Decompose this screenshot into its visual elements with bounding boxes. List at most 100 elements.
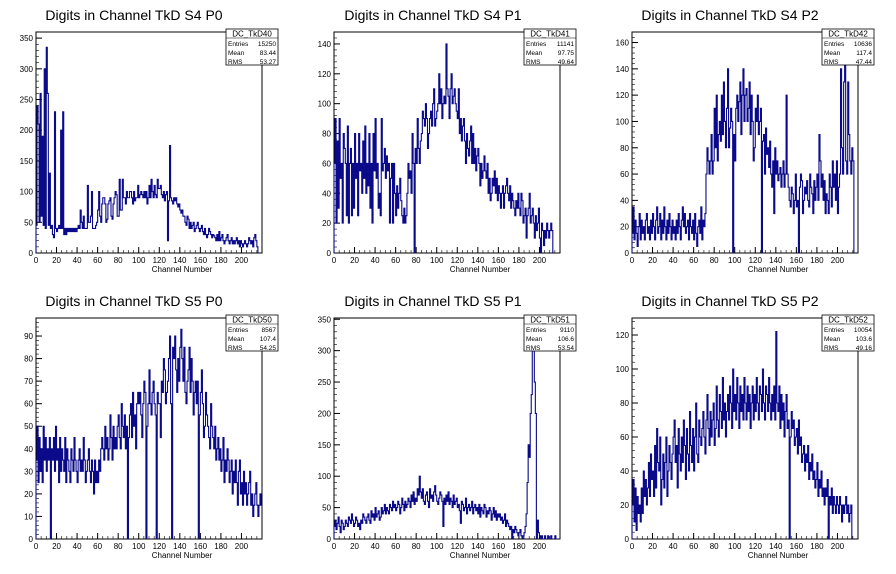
- chart-title: Digits in Channel TkD S4 P1: [344, 7, 521, 23]
- stats-box-frame: [523, 28, 577, 66]
- x-tick-label: 20: [350, 542, 359, 551]
- x-axis-label: Channel Number: [152, 551, 213, 560]
- y-tick-label: 160: [616, 39, 630, 48]
- stats-box-frame: [225, 314, 279, 352]
- y-tick-label: 200: [318, 409, 332, 418]
- histogram-series: [36, 46, 259, 253]
- y-tick-label: 20: [620, 501, 629, 510]
- stats-box: DC_TkD42 Entries 10636 Mean 117.4 RMS 47.44: [821, 28, 875, 66]
- y-tick-label: 30: [24, 467, 33, 476]
- x-tick-label: 60: [391, 256, 400, 265]
- x-tick-label: 160: [790, 542, 804, 551]
- stats-label: RMS: [526, 345, 541, 352]
- stats-box-frame: [523, 314, 577, 352]
- histogram-pad: Digits in Channel TkD S4 P1 0 20 40 60 80 100 1…: [318, 7, 577, 274]
- stats-label: Entries: [824, 41, 845, 48]
- y-tick-label: 60: [620, 433, 629, 442]
- stats-box: DC_TkD51 Entries 9110 Mean 106.6 RMS 53.54: [523, 314, 577, 352]
- x-tick-label: 120: [451, 256, 465, 265]
- x-tick-label: 0: [34, 542, 39, 551]
- y-tick-label: 50: [24, 218, 33, 227]
- x-tick-label: 120: [451, 542, 465, 551]
- stats-label: Entries: [228, 327, 249, 334]
- stats-name: DC_TkD41: [530, 30, 570, 39]
- x-tick-label: 60: [689, 256, 698, 265]
- x-tick-label: 160: [194, 256, 208, 265]
- x-tick-label: 80: [114, 256, 123, 265]
- x-tick-label: 120: [749, 256, 763, 265]
- x-tick-label: 180: [810, 542, 824, 551]
- x-tick-label: 200: [533, 542, 547, 551]
- y-tick-label: 140: [616, 65, 630, 74]
- y-tick-label: 0: [625, 249, 630, 258]
- stats-box-frame: [225, 28, 279, 66]
- y-tick-label: 250: [20, 96, 34, 105]
- histogram-series: [334, 43, 554, 253]
- histogram-series: [632, 55, 855, 253]
- x-tick-label: 40: [73, 542, 82, 551]
- stats-label: RMS: [824, 59, 839, 66]
- x-tick-label: 200: [235, 256, 249, 265]
- x-tick-label: 120: [749, 542, 763, 551]
- x-tick-label: 80: [710, 256, 719, 265]
- stats-name: DC_TkD40: [232, 30, 272, 39]
- x-tick-label: 100: [430, 542, 444, 551]
- chart-title: Digits in Channel TkD S5 P2: [641, 293, 818, 309]
- x-tick-label: 60: [93, 542, 102, 551]
- x-tick-label: 60: [689, 542, 698, 551]
- y-tick-label: 20: [620, 223, 629, 232]
- stats-value: 47.44: [856, 59, 873, 66]
- x-tick-label: 20: [52, 256, 61, 265]
- x-tick-label: 180: [214, 256, 228, 265]
- stats-value: 117.4: [856, 50, 872, 57]
- stats-value: 107.4: [260, 336, 277, 343]
- stats-value: 49.16: [856, 345, 873, 352]
- y-tick-label: 60: [322, 159, 331, 168]
- stats-box-frame: [821, 28, 875, 66]
- x-tick-label: 100: [728, 256, 742, 265]
- y-tick-label: 50: [322, 504, 331, 513]
- x-tick-label: 0: [34, 256, 39, 265]
- histogram-pad: Digits in Channel TkD S4 P2 0 20 40 60 80 100 1…: [616, 7, 875, 274]
- x-tick-label: 120: [153, 542, 167, 551]
- y-tick-label: 40: [24, 445, 33, 454]
- y-tick-label: 100: [20, 188, 34, 197]
- y-tick-label: 150: [318, 441, 332, 450]
- x-tick-label: 140: [173, 256, 187, 265]
- x-tick-label: 160: [492, 542, 506, 551]
- y-tick-label: 100: [616, 365, 630, 374]
- chart-title: Digits in Channel TkD S4 P2: [641, 7, 818, 23]
- y-tick-label: 80: [24, 355, 33, 364]
- stats-value: 10636: [854, 41, 872, 48]
- y-tick-label: 40: [620, 467, 629, 476]
- x-tick-label: 160: [194, 542, 208, 551]
- histogram-pad: Digits in Channel TkD S5 P1 0 20 40 60 80 100 1…: [318, 293, 577, 560]
- y-tick-label: 140: [318, 40, 332, 49]
- y-tick-label: 10: [24, 512, 33, 521]
- x-tick-label: 40: [371, 542, 380, 551]
- stats-value: 83.44: [260, 50, 277, 57]
- stats-label: Entries: [526, 41, 547, 48]
- stats-label: RMS: [824, 345, 839, 352]
- histogram-series: [632, 331, 853, 539]
- x-tick-label: 100: [430, 256, 444, 265]
- x-tick-label: 180: [512, 256, 526, 265]
- stats-label: Mean: [824, 50, 841, 57]
- y-tick-label: 50: [24, 422, 33, 431]
- x-axis-label: Channel Number: [748, 551, 809, 560]
- x-axis-label: Channel Number: [748, 265, 809, 274]
- stats-value: 10054: [854, 327, 872, 334]
- histogram-pad: Digits in Channel TkD S4 P0 0 20 40 60 80 100 1…: [20, 7, 279, 274]
- stats-label: Mean: [228, 50, 245, 57]
- x-tick-label: 100: [728, 542, 742, 551]
- stats-box: DC_TkD50 Entries 8567 Mean 107.4 RMS 54.25: [225, 314, 279, 352]
- x-tick-label: 60: [391, 542, 400, 551]
- stats-value: 53.27: [260, 59, 277, 66]
- x-tick-label: 20: [648, 256, 657, 265]
- stats-value: 54.25: [260, 345, 277, 352]
- chart-title: Digits in Channel TkD S5 P1: [344, 293, 521, 309]
- stats-box: DC_TkD40 Entries 15250 Mean 83.44 RMS 53.27: [225, 28, 279, 66]
- y-tick-label: 100: [318, 472, 332, 481]
- x-tick-label: 200: [831, 542, 845, 551]
- stats-name: DC_TkD52: [828, 316, 868, 325]
